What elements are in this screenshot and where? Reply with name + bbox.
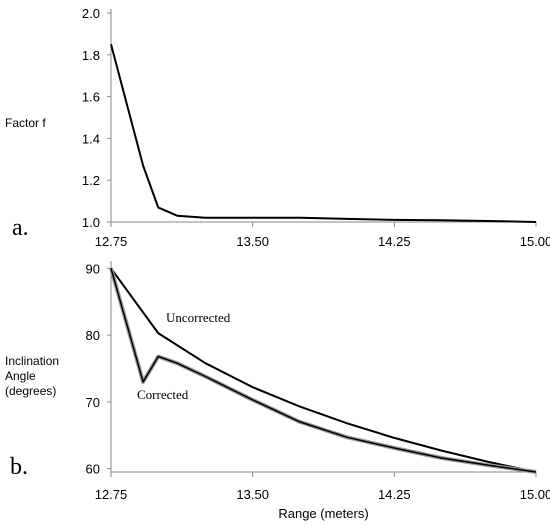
a-y-axis-label: Factor f xyxy=(5,116,46,130)
b-x-tick-label: 13.50 xyxy=(236,487,269,502)
a-x-tick-label: 12.75 xyxy=(95,234,128,249)
chart-panel-a: 1.0 1.2 1.4 1.6 1.8 2.0 12.75 13.50 14.25 15.00 Fa… xyxy=(5,6,550,249)
a-x-tick-label: 13.50 xyxy=(236,234,269,249)
b-y-axis-label: Angle xyxy=(5,369,36,383)
panel-label-a: a. xyxy=(12,215,29,241)
a-series-line-line xyxy=(110,44,537,223)
a-y-tick-label: 1.4 xyxy=(82,131,100,146)
a-y-tick-label: 2.0 xyxy=(82,6,100,21)
a-x-tick-label: 15.00 xyxy=(520,234,550,249)
chart-panel-b: 60 70 80 90 12.75 13.50 14.25 15.00 InclinationA… xyxy=(5,261,550,521)
panel-label-b: b. xyxy=(10,454,28,480)
b-y-tick-label: 90 xyxy=(86,261,100,276)
a-y-tick-label: 1.8 xyxy=(82,48,100,63)
a-y-tick-label: 1.2 xyxy=(82,173,100,188)
b-series-label-corrected: Corrected xyxy=(137,387,189,402)
b-y-tick-label: 80 xyxy=(86,328,100,343)
b-series-corrected-line-halo xyxy=(109,267,537,474)
a-y-tick-label: 1.6 xyxy=(82,90,100,105)
b-y-axis-label: Inclination xyxy=(5,354,59,368)
b-series-label-uncorrected: Uncorrected xyxy=(166,310,231,325)
b-x-axis-label: Range (meters) xyxy=(278,506,368,521)
b-x-tick-label: 12.75 xyxy=(95,487,128,502)
b-x-tick-label: 15.00 xyxy=(520,487,550,502)
b-series-uncorrected-line xyxy=(110,267,537,473)
a-x-tick-label: 14.25 xyxy=(378,234,411,249)
b-y-axis-label: (degrees) xyxy=(5,384,56,398)
a-y-tick-label: 1.0 xyxy=(82,215,100,230)
b-series-corrected-line xyxy=(110,268,537,473)
b-y-tick-label: 60 xyxy=(86,462,100,477)
b-y-tick-label: 70 xyxy=(86,395,100,410)
b-x-tick-label: 14.25 xyxy=(378,487,411,502)
